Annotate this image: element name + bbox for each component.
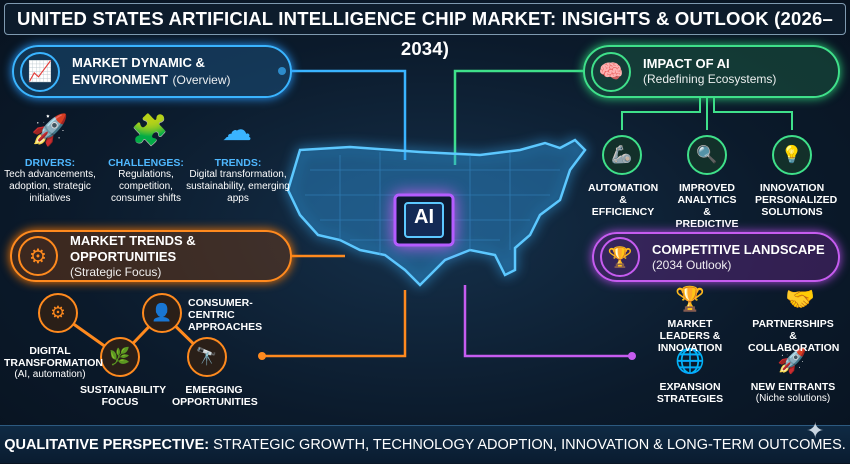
section-subtitle: (2034 Outlook) [652, 257, 732, 272]
orange-chain [57, 310, 209, 359]
emerging-opportunities-item: EMERGING OPPORTUNITIES [172, 384, 258, 408]
footer-banner: QUALITATIVE PERSPECTIVE: STRATEGIC GROWT… [0, 425, 850, 463]
orange-connector-bottom [262, 290, 407, 358]
sparkle-icon: ✦ [806, 418, 825, 443]
lightbulb-icon: 💡 [772, 135, 812, 175]
consumer-centric-item: CONSUMER-CENTRIC APPROACHES [188, 297, 263, 333]
green-connector [453, 69, 583, 165]
drivers-item: DRIVERS: Tech advancements, adoption, str… [4, 157, 96, 204]
competitive-header: 🏆 COMPETITIVE LANDSCAPE (2034 Outlook) [592, 232, 840, 282]
purple-connector [463, 285, 632, 358]
trends-item: TRENDS: Digital transformation, sustainab… [186, 157, 290, 204]
automation-item: AUTOMATION & EFFICIENCY [588, 182, 659, 218]
impact-ai-header: 🧠 IMPACT OF AI (Redefining Ecosystems) [583, 45, 840, 98]
footer-text: STRATEGIC GROWTH, TECHNOLOGY ADOPTION, I… [209, 437, 846, 453]
market-trends-header: ⚙ MARKET TRENDS & OPPORTUNITIES (Strategi… [10, 230, 292, 282]
trophy-podium-icon: 🏆 [675, 286, 705, 313]
robot-arm-icon: 🦾 [602, 135, 642, 175]
rocket-icon: 🚀 [31, 114, 69, 147]
section-subtitle: (Redefining Ecosystems) [643, 72, 777, 86]
rocket-icon: 🚀 [777, 348, 807, 375]
analytics-item: IMPROVED ANALYTICS & PREDICTIVE [675, 182, 739, 230]
expansion-item: EXPANSION STRATEGIES [656, 381, 724, 405]
section-subtitle: (Overview) [172, 72, 231, 87]
challenges-item: CHALLENGES: Regulations, competition, con… [108, 157, 184, 204]
section-title-2: ENVIRONMENT [72, 71, 169, 87]
section-title: MARKET TRENDS & OPPORTUNITIES [70, 232, 196, 264]
section-title: COMPETITIVE LANDSCAPE [652, 241, 825, 257]
page-title: UNITED STATES ARTIFICIAL INTELLIGENCE CH… [4, 3, 846, 59]
leaf-icon: 🌿 [100, 337, 140, 377]
partnerships-item: PARTNERSHIPS & COLLABORATION [748, 318, 840, 354]
trophy-podium-icon: 🏆 [600, 237, 640, 277]
globe-icon: 🌐 [675, 348, 705, 375]
gears-icon: ⚙ [38, 293, 78, 333]
digital-transformation-item: DIGITAL TRANSFORMATION (AI, automation) [4, 345, 103, 380]
ai-chip-label: AI [414, 206, 434, 228]
footer-bold: QUALITATIVE PERSPECTIVE: [4, 437, 210, 453]
person-heart-icon: 👤 [142, 293, 182, 333]
section-title: IMPACT OF AI [643, 56, 730, 71]
chart-growth-icon: 📈 [20, 51, 60, 92]
brain-circuit-icon: 🧠 [591, 51, 631, 92]
innovation-item: INNOVATION PERSONALIZED SOLUTIONS [755, 182, 838, 218]
green-branch [621, 98, 793, 130]
handshake-icon: 🤝 [785, 286, 815, 313]
gear-icon: ⚙ [18, 236, 58, 276]
puzzle-lock-icon: 🧩 [131, 114, 169, 147]
new-entrants-item: NEW ENTRANTS (Niche solutions) [750, 381, 836, 404]
cloud-sync-icon: ☁ [222, 114, 252, 147]
blue-connector [292, 69, 407, 160]
sustainability-item: SUSTAINABILITY FOCUS [80, 384, 167, 408]
market-leaders-item: MARKET LEADERS & INNOVATION [657, 318, 723, 354]
section-subtitle: (Strategic Focus) [70, 264, 162, 279]
analytics-magnifier-icon: 🔍 [687, 135, 727, 175]
market-dynamic-header: 📈 MARKET DYNAMIC & ENVIRONMENT (Overview… [12, 45, 292, 98]
telescope-icon: 🔭 [187, 337, 227, 377]
section-title: MARKET DYNAMIC & [72, 54, 205, 70]
